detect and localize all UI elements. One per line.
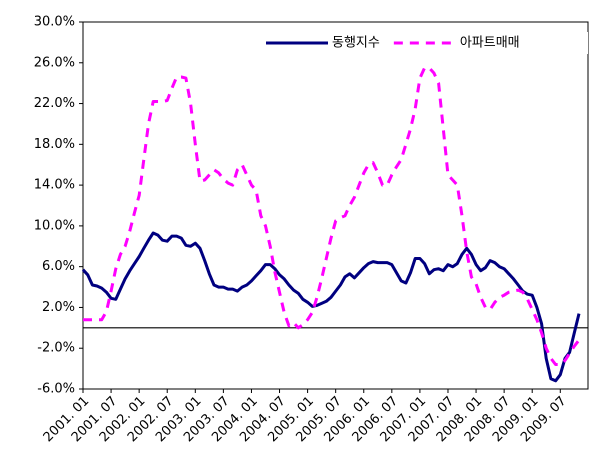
series-line (83, 66, 581, 366)
y-tick-label: 18.0% (34, 137, 75, 152)
y-tick-label: -6.0% (37, 382, 75, 397)
legend-label: 동행지수 (332, 35, 380, 51)
series-line (81, 231, 581, 383)
y-tick-label: 30.0% (34, 15, 75, 30)
legend-label: 아파트매매 (460, 36, 520, 51)
y-tick-label: 26.0% (34, 55, 75, 70)
y-tick-label: 22.0% (34, 96, 75, 111)
y-tick-label: 2.0% (42, 300, 75, 315)
y-tick-label: 14.0% (34, 178, 75, 193)
legend-box (262, 32, 588, 54)
y-tick-label: 6.0% (42, 259, 75, 274)
y-tick-label: -2.0% (37, 341, 75, 356)
y-tick-label: 10.0% (34, 218, 75, 233)
